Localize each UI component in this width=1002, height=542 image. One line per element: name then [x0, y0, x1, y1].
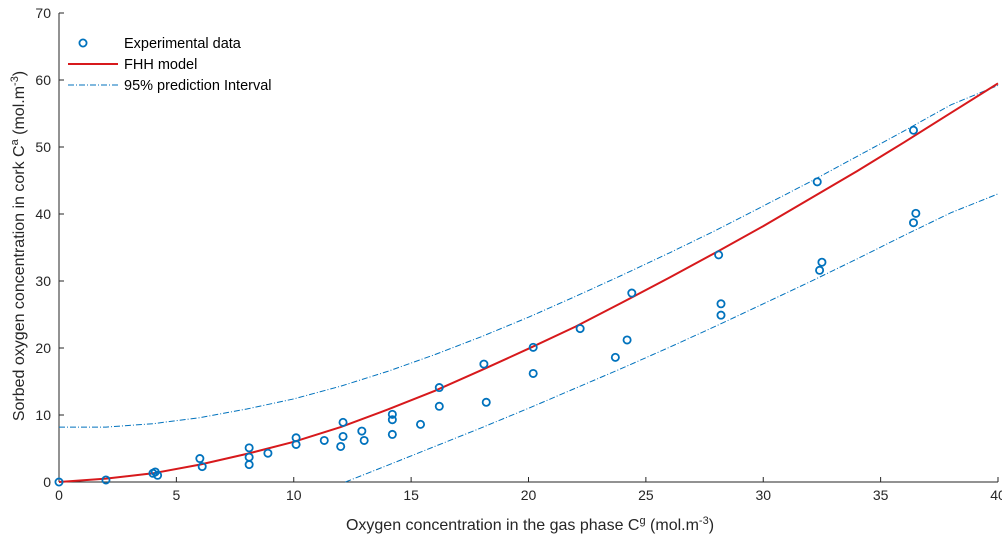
data-point [263, 448, 273, 458]
x-axis-label: Oxygen concentration in the gas phase Cg… [346, 515, 714, 534]
y-tick-label: 60 [35, 72, 51, 88]
legend: Experimental data FHH model 95% predicti… [68, 36, 272, 94]
y-tick-label: 70 [35, 5, 51, 21]
x-tick-label: 10 [286, 487, 302, 503]
data-point [387, 415, 397, 425]
x-tick-label: 30 [755, 487, 771, 503]
data-point [714, 250, 724, 260]
data-point [101, 475, 111, 485]
data-point [359, 435, 369, 445]
data-point [528, 368, 538, 378]
data-point [481, 397, 491, 407]
legend-label-fhh: FHH model [124, 57, 197, 73]
x-tick-label: 0 [55, 487, 63, 503]
data-point [716, 299, 726, 309]
x-tick-label: 5 [172, 487, 180, 503]
plot-area [54, 82, 999, 487]
data-point [815, 265, 825, 275]
data-point [622, 335, 632, 345]
data-point [291, 439, 301, 449]
data-point [812, 177, 822, 187]
legend-label-interval: 95% prediction Interval [124, 78, 272, 94]
y-tick-label: 20 [35, 340, 51, 356]
data-point [319, 435, 329, 445]
data-point [197, 462, 207, 472]
data-point [908, 218, 918, 228]
data-point [479, 359, 489, 369]
data-point [817, 257, 827, 267]
x-tick-label: 25 [638, 487, 654, 503]
y-tick-label: 30 [35, 273, 51, 289]
data-point [387, 409, 397, 419]
y-tick-label: 0 [43, 474, 51, 490]
fhh-model-line [58, 82, 999, 483]
data-point [244, 443, 254, 453]
x-tick-label: 35 [873, 487, 889, 503]
legend-label-experimental: Experimental data [124, 36, 242, 52]
data-point [338, 417, 348, 427]
data-point [434, 401, 444, 411]
axes: 0 5 10 15 20 25 30 35 40 0 10 20 30 40 50 60 70 [35, 5, 1002, 503]
data-point [434, 383, 444, 393]
x-tick-label: 20 [521, 487, 537, 503]
data-point [627, 288, 637, 298]
y-axis-label: Sorbed oxygen concentration in cork Ca (… [9, 71, 28, 421]
data-point [528, 342, 538, 352]
data-point [908, 125, 918, 135]
y-tick-label: 40 [35, 206, 51, 222]
prediction-interval-upper [59, 84, 999, 428]
data-point [575, 324, 585, 334]
data-point [150, 467, 160, 477]
data-point [54, 477, 64, 487]
x-tick-label: 15 [403, 487, 419, 503]
data-point [911, 208, 921, 218]
data-point [416, 419, 426, 429]
y-tick-label: 50 [35, 139, 51, 155]
data-point [357, 426, 367, 436]
data-point [387, 429, 397, 439]
data-point [244, 452, 254, 462]
data-point [195, 454, 205, 464]
data-point [338, 431, 348, 441]
data-point [244, 460, 254, 470]
data-point [716, 310, 726, 320]
data-point [610, 352, 620, 362]
legend-marker-experimental [78, 38, 88, 48]
x-tick-label: 40 [990, 487, 1002, 503]
data-point [336, 441, 346, 451]
y-tick-label: 10 [35, 407, 51, 423]
prediction-interval-lower [345, 193, 999, 483]
